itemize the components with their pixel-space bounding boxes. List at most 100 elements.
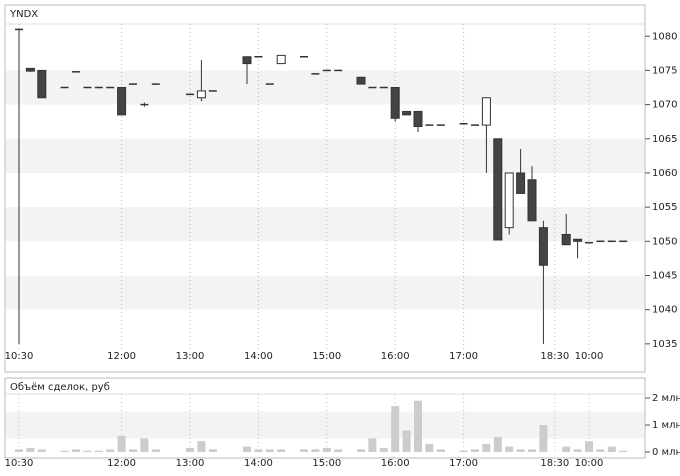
volume-bar	[129, 449, 137, 452]
volume-bar	[471, 449, 479, 452]
volume-bar	[414, 400, 422, 452]
x-tick-label: 14:00	[244, 351, 273, 362]
grid-band	[6, 207, 644, 242]
x-tick-label: 16:00	[381, 458, 410, 469]
x-tick-label: 12:00	[107, 351, 136, 362]
x-tick-label: 13:00	[176, 351, 205, 362]
volume-bar	[357, 449, 365, 452]
volume-bar	[539, 425, 548, 452]
background	[6, 70, 644, 439]
candle-body	[527, 179, 537, 222]
y-tick-label: 1045	[652, 270, 677, 281]
candle-body	[242, 56, 252, 65]
y-tick-label: 1040	[652, 305, 677, 316]
y-tick-label: 1075	[652, 65, 677, 76]
volume-bar	[493, 437, 502, 452]
x-tick-label: 17:00	[449, 458, 478, 469]
x-tick-label: 15:00	[312, 458, 341, 469]
volume-bar	[596, 449, 605, 452]
volume-bar	[368, 438, 377, 452]
volume-bar	[573, 449, 582, 452]
volume-bar	[322, 447, 331, 452]
x-tick-label: 10:00	[575, 458, 604, 469]
volume-bar	[26, 447, 35, 452]
y-tick-label: 1060	[652, 168, 677, 179]
y-tick-label: 1 млн	[652, 420, 680, 431]
volume-bar	[197, 441, 206, 452]
candle-body	[516, 172, 526, 194]
volume-bar	[562, 446, 571, 452]
y-tick-label: 1065	[652, 134, 677, 145]
volume-bar	[607, 446, 616, 452]
candle-body	[276, 54, 286, 65]
candle-body	[504, 172, 514, 229]
candle-body	[196, 90, 206, 99]
volume-bar	[516, 449, 525, 452]
volume-bar	[334, 449, 343, 452]
candle-body	[356, 76, 366, 85]
volume-bar	[140, 438, 149, 452]
grid-band	[6, 411, 644, 439]
volume-bar	[300, 449, 308, 452]
x-tick-label: 13:00	[176, 458, 205, 469]
candle-body	[390, 87, 400, 119]
chart-title: YNDX	[9, 9, 38, 20]
volume-bar	[72, 449, 80, 452]
candle-body	[413, 110, 423, 127]
volume-bar	[528, 449, 536, 452]
volume-bar	[265, 449, 274, 452]
volume-bar	[186, 447, 194, 452]
grid-band	[6, 138, 644, 173]
x-tick-label: 18:30	[540, 351, 569, 362]
candle-body	[117, 87, 127, 116]
x-tick-label: 10:00	[575, 351, 604, 362]
grid-band	[6, 275, 644, 310]
volume-bar	[60, 450, 69, 452]
x-tick-label: 14:00	[244, 458, 273, 469]
price-panel	[4, 4, 646, 373]
volume-bar	[94, 450, 103, 452]
volume-bar	[425, 443, 434, 452]
volume-bar	[37, 449, 46, 452]
candle-body	[37, 69, 47, 99]
candle-body	[25, 67, 35, 72]
candle-body	[573, 238, 583, 242]
volume-bar	[151, 449, 160, 452]
x-tick-label: 16:00	[381, 351, 410, 362]
x-tick-label: 17:00	[449, 351, 478, 362]
x-tick-label: 10:30	[5, 458, 34, 469]
volume-bar	[277, 449, 286, 452]
volume-bar	[117, 435, 126, 452]
volume-bar	[436, 449, 445, 452]
y-tick-label: 1035	[652, 339, 677, 350]
y-tick-label: 2 млн	[652, 393, 680, 404]
volume-bar	[402, 430, 411, 452]
x-tick-label: 15:00	[312, 351, 341, 362]
x-tick-label: 12:00	[107, 458, 136, 469]
x-tick-label: 18:30	[540, 458, 569, 469]
y-tick-label: 1050	[652, 236, 677, 247]
volume-bar	[254, 449, 263, 452]
volume-bar	[482, 443, 491, 452]
candle-body	[561, 233, 571, 246]
volume-bar	[619, 450, 628, 452]
volume-bar	[379, 447, 388, 452]
volume-bar	[391, 406, 400, 452]
candle-body	[402, 110, 412, 116]
x-tick-label: 10:30	[5, 351, 34, 362]
y-tick-label: 1080	[652, 31, 677, 42]
volume-bar	[83, 450, 92, 452]
volume-title: Объём сделок, руб	[10, 382, 110, 393]
volume-bar	[459, 450, 468, 452]
y-tick-label: 1070	[652, 100, 677, 111]
volume-bar	[243, 446, 251, 452]
volume-bar	[106, 449, 115, 452]
candle-body	[493, 138, 503, 241]
volume-bar	[505, 446, 514, 452]
volume-bar	[15, 449, 23, 452]
volume-bar	[311, 449, 320, 452]
volume-bar	[585, 441, 593, 452]
volume-bar	[208, 449, 217, 452]
y-tick-label: 1055	[652, 202, 677, 213]
